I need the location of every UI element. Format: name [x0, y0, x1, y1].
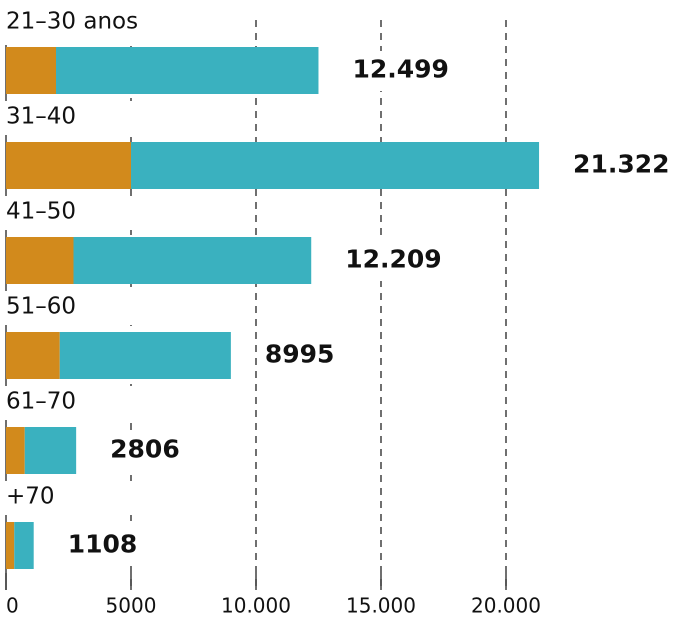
total-label: 1108: [68, 530, 138, 559]
label-bg: [61, 526, 172, 566]
category-label: 61–70: [6, 389, 76, 415]
bar-segment: [14, 522, 34, 569]
bar-segment: [6, 237, 74, 284]
category-label: 21–30 anos: [6, 9, 138, 35]
category-label: +70: [6, 484, 55, 510]
label-bg: [0, 101, 160, 135]
bar-segment: [6, 142, 131, 189]
label-bg: [0, 196, 160, 230]
bar-segment: [73, 237, 312, 284]
label-bg: [0, 291, 160, 325]
x-tick-label: 0: [6, 594, 19, 618]
bar-segment: [6, 522, 15, 569]
x-tick-label: 10.000: [221, 594, 291, 618]
label-bg: [0, 6, 160, 40]
bar-segment: [131, 142, 540, 189]
total-label: 12.499: [352, 55, 448, 84]
bar-segment: [56, 47, 319, 94]
label-bg: [258, 336, 369, 376]
total-label: 12.209: [345, 245, 441, 274]
label-bg: [104, 431, 215, 471]
total-label: 8995: [265, 340, 335, 369]
x-tick-label: 20.000: [471, 594, 541, 618]
bar-segment: [6, 427, 25, 474]
bar-segment: [6, 332, 60, 379]
total-label: 21.322: [573, 150, 669, 179]
bar-segment: [59, 332, 231, 379]
label-bg: [339, 241, 450, 281]
label-bg: [567, 146, 678, 186]
label-bg: [0, 386, 160, 420]
x-tick-label: 15.000: [346, 594, 416, 618]
label-bg: [0, 481, 160, 515]
bar-segment: [24, 427, 77, 474]
category-label: 41–50: [6, 199, 76, 225]
bar-segment: [6, 47, 56, 94]
total-label: 2806: [110, 435, 180, 464]
label-bg: [346, 51, 457, 91]
category-label: 31–40: [6, 104, 76, 130]
x-tick-label: 5000: [106, 594, 157, 618]
category-label: 51–60: [6, 294, 76, 320]
